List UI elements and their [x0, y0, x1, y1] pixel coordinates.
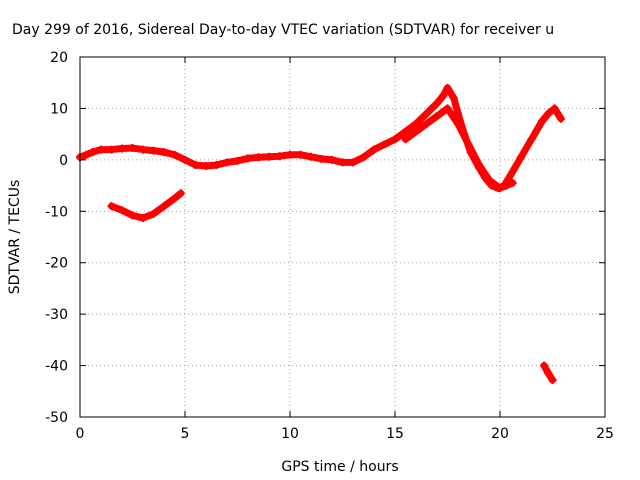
- data-point-plus: [296, 150, 305, 159]
- data-point-plus: [176, 189, 185, 198]
- data-point-plus: [338, 158, 347, 167]
- data-point-plus: [233, 156, 242, 165]
- y-tick-label: -30: [45, 307, 68, 323]
- series-band: [108, 189, 185, 222]
- data-point-plus: [265, 152, 273, 161]
- data-point-plus: [370, 145, 378, 154]
- data-point-plus: [401, 127, 410, 136]
- data-point-plus: [422, 119, 431, 128]
- data-point-plus: [212, 161, 221, 169]
- data-point-plus: [439, 91, 448, 100]
- x-tick-label: 10: [281, 426, 299, 442]
- data-point-plus: [118, 144, 126, 153]
- data-point-plus: [139, 213, 147, 222]
- series-band: [76, 84, 565, 192]
- data-point-plus: [449, 94, 458, 103]
- data-layer: [76, 83, 565, 384]
- data-point-plus: [349, 158, 357, 167]
- data-point-plus: [244, 154, 252, 163]
- data-point-plus: [544, 109, 553, 118]
- grid-layer: [80, 57, 605, 417]
- chart-title: Day 299 of 2016, Sidereal Day-to-day VTE…: [12, 22, 554, 38]
- data-point-plus: [502, 181, 511, 190]
- data-point-plus: [139, 145, 147, 154]
- x-tick-label: 5: [181, 426, 190, 442]
- x-tick-label: 0: [76, 426, 85, 442]
- data-point-plus: [317, 154, 326, 163]
- data-point-plus: [202, 162, 210, 171]
- data-point-plus: [359, 153, 368, 162]
- data-point-plus: [464, 140, 473, 149]
- data-point-plus: [556, 114, 565, 123]
- y-tick-label: -40: [45, 359, 68, 375]
- data-point-plus: [550, 104, 559, 113]
- data-point-plus: [328, 155, 336, 164]
- data-point-plus: [443, 83, 452, 92]
- x-tick-label: 25: [596, 426, 614, 442]
- data-point-plus: [391, 135, 399, 144]
- y-tick-label: -10: [45, 204, 68, 220]
- data-point-plus: [307, 152, 315, 161]
- data-point-plus: [538, 117, 546, 126]
- data-point-plus: [128, 144, 137, 153]
- data-point-plus: [540, 361, 549, 370]
- data-point-plus: [544, 369, 553, 378]
- data-point-plus: [485, 176, 494, 185]
- data-point-plus: [380, 140, 389, 149]
- data-point-plus: [286, 150, 294, 159]
- data-point-plus: [149, 146, 158, 155]
- series-outlier-segment: [540, 361, 557, 384]
- data-point-plus: [454, 109, 462, 118]
- data-point-plus: [107, 145, 116, 154]
- data-point-plus: [412, 119, 420, 128]
- data-point-plus: [517, 153, 525, 162]
- data-point-plus: [422, 109, 431, 118]
- data-point-plus: [454, 119, 462, 128]
- data-point-plus: [275, 152, 284, 161]
- data-point-plus: [223, 158, 231, 167]
- y-tick-label: 10: [50, 101, 68, 117]
- series-dip-segment: [107, 189, 185, 222]
- data-point-plus: [88, 148, 97, 157]
- data-point-plus: [412, 127, 420, 136]
- x-tick-label: 15: [386, 426, 404, 442]
- data-point-plus: [128, 211, 137, 220]
- data-point-plus: [181, 155, 189, 164]
- y-tick-label: 20: [50, 50, 68, 66]
- data-point-plus: [433, 99, 441, 108]
- tick-layer: 0 5 10 15 20 25 -50 -40 -30 -20 -10 0 10 20: [45, 50, 614, 442]
- data-point-plus: [118, 206, 126, 215]
- data-point-plus: [433, 112, 441, 121]
- y-tick-label: 0: [59, 153, 68, 169]
- data-point-plus: [443, 104, 452, 113]
- data-point-plus: [160, 148, 168, 157]
- data-point-plus: [170, 150, 179, 159]
- data-point-plus: [160, 202, 168, 211]
- data-point-plus: [170, 194, 179, 203]
- data-point-plus: [254, 153, 263, 162]
- data-point-plus: [506, 171, 515, 180]
- y-tick-label: -50: [45, 410, 68, 426]
- data-point-plus: [496, 184, 504, 193]
- series-lower-branch: [401, 104, 517, 193]
- data-point-plus: [401, 135, 410, 144]
- data-point-plus: [97, 145, 105, 154]
- data-point-plus: [82, 150, 91, 159]
- data-point-plus: [548, 375, 557, 384]
- data-point-plus: [527, 135, 536, 144]
- data-point-plus: [107, 202, 116, 211]
- x-axis-label: GPS time / hours: [281, 459, 398, 475]
- data-point-plus: [475, 161, 483, 169]
- x-tick-label: 20: [491, 426, 509, 442]
- data-point-plus: [508, 179, 517, 187]
- data-point-plus: [149, 209, 158, 218]
- data-point-plus: [191, 161, 200, 169]
- y-tick-label: -20: [45, 256, 68, 272]
- series-main-arc: [76, 83, 565, 193]
- plot-frame: [79, 56, 606, 418]
- y-axis-label: SDTVAR / TECUs: [7, 180, 23, 295]
